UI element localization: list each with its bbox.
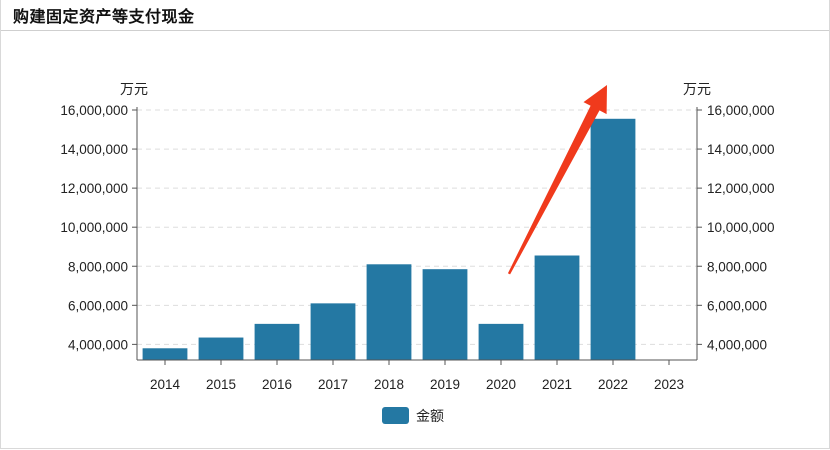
legend-swatch[interactable] (382, 407, 409, 424)
bar-2020 (478, 323, 524, 360)
bar-2021 (534, 255, 580, 360)
left-tick-label-5: 14,000,000 (60, 142, 128, 157)
bar-2018 (366, 264, 412, 360)
left-tick-label-3: 10,000,000 (60, 220, 128, 235)
bar-2017 (310, 303, 356, 360)
bar-2015 (198, 337, 244, 360)
bar-2016 (254, 323, 300, 360)
bars (142, 118, 636, 360)
left-axis-unit-label: 万元 (120, 82, 148, 98)
right-tick-label-3: 10,000,000 (707, 220, 775, 235)
x-tick-label-2022: 2022 (598, 377, 628, 392)
x-tick-label-2020: 2020 (486, 377, 516, 392)
bar-2022 (590, 118, 636, 360)
right-tick-label-1: 6,000,000 (707, 298, 767, 313)
chart-header: 购建固定资产等支付现金 (1, 0, 829, 31)
x-tick-label-2016: 2016 (262, 377, 292, 392)
left-tick-label-2: 8,000,000 (68, 259, 128, 274)
bar-2014 (142, 348, 188, 360)
left-tick-label-0: 4,000,000 (68, 337, 128, 352)
right-tick-label-2: 8,000,000 (707, 259, 767, 274)
x-tick-label-2019: 2019 (430, 377, 460, 392)
right-tick-label-4: 12,000,000 (707, 181, 775, 196)
x-tick-label-2023: 2023 (654, 377, 684, 392)
x-tick-label-2014: 2014 (150, 377, 181, 392)
gridlines (137, 109, 697, 345)
bar-2019 (422, 269, 468, 360)
chart-title: 购建固定资产等支付现金 (13, 7, 195, 26)
legend-label-series[interactable]: 金额 (416, 409, 444, 425)
x-tick-label-2018: 2018 (374, 377, 404, 392)
x-tick-label-2017: 2017 (318, 377, 348, 392)
left-tick-label-1: 6,000,000 (68, 298, 128, 313)
right-tick-label-5: 14,000,000 (707, 142, 775, 157)
tick-labels: 4,000,000 4,000,000 6,000,000 6,000,000 8,00… (60, 103, 774, 392)
legend[interactable]: 金额 (382, 407, 444, 425)
trend-arrow-annotation (507, 85, 607, 275)
right-axis-unit-label: 万元 (683, 82, 711, 98)
right-tick-label-0: 4,000,000 (707, 337, 767, 352)
arrow-shape (507, 85, 607, 275)
left-tick-label-6: 16,000,000 (60, 103, 128, 118)
x-tick-label-2021: 2021 (542, 377, 572, 392)
left-tick-label-4: 12,000,000 (60, 181, 128, 196)
x-tick-label-2015: 2015 (206, 377, 236, 392)
right-tick-label-6: 16,000,000 (707, 103, 775, 118)
